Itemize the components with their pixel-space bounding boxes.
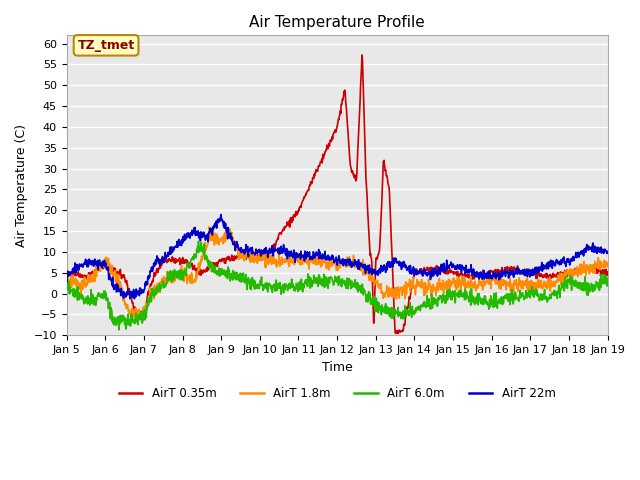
X-axis label: Time: Time [322,360,353,373]
Title: Air Temperature Profile: Air Temperature Profile [249,15,425,30]
Text: TZ_tmet: TZ_tmet [77,39,135,52]
Y-axis label: Air Temperature (C): Air Temperature (C) [15,124,28,247]
Legend: AirT 0.35m, AirT 1.8m, AirT 6.0m, AirT 22m: AirT 0.35m, AirT 1.8m, AirT 6.0m, AirT 2… [114,382,560,404]
